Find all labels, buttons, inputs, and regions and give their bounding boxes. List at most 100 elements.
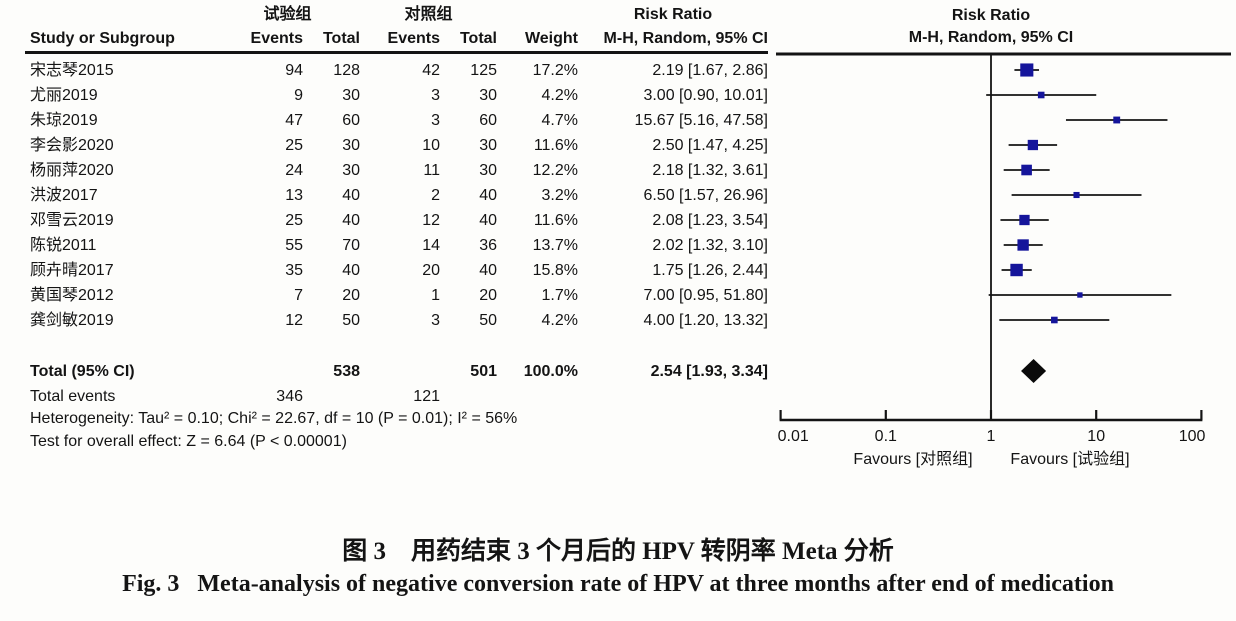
weight: 11.6% xyxy=(533,212,578,229)
events-exp: 94 xyxy=(285,62,303,79)
events-exp: 9 xyxy=(294,87,303,104)
events-ctrl: 3 xyxy=(431,87,440,104)
favours-right-label: Favours [试验组] xyxy=(1010,450,1129,468)
weight: 11.6% xyxy=(533,137,578,154)
total-label: Total (95% CI) xyxy=(30,363,135,380)
total-exp: 40 xyxy=(342,262,360,279)
weight: 4.7% xyxy=(541,112,578,129)
total-ctrl: 60 xyxy=(479,112,497,129)
events-exp: 24 xyxy=(285,162,303,179)
events-ctrl: 2 xyxy=(431,187,440,204)
total-exp: 70 xyxy=(342,237,360,254)
study-name: 陈锐2011 xyxy=(30,237,97,254)
total-weight: 100.0% xyxy=(523,363,578,380)
total-exp: 30 xyxy=(342,87,360,104)
total-ctrl-n: 501 xyxy=(470,363,497,380)
risk-ratio-header-plot: Risk Ratio xyxy=(952,7,1030,24)
study-row: 黄国琴2012 7 20 1 20 1.7% 7.00 [0.95, 51.80] xyxy=(0,283,770,308)
effect-square xyxy=(1019,214,1030,226)
events-ctrl: 20 xyxy=(422,262,440,279)
effect-square xyxy=(1020,63,1034,77)
effect-square xyxy=(1021,164,1032,176)
events-ctrl: 14 xyxy=(422,237,440,254)
group-header-row: 试验组 对照组 Risk Ratio xyxy=(0,4,800,26)
favours-left-label: Favours [对照组] xyxy=(853,450,972,468)
ci-text: 2.19 [1.67, 2.86] xyxy=(652,62,768,79)
total-ctrl: 40 xyxy=(479,212,497,229)
study-row: 尤丽2019 9 30 3 30 4.2% 3.00 [0.90, 10.01] xyxy=(0,83,770,108)
events-ctrl: 1 xyxy=(431,287,440,304)
study-name: 宋志琴2015 xyxy=(30,62,114,79)
total-ctrl: 125 xyxy=(470,62,497,79)
total-ctrl: 30 xyxy=(479,137,497,154)
study-name: 朱琼2019 xyxy=(30,112,98,129)
events-ctrl: 11 xyxy=(423,162,440,179)
total-events-row: Total events 346 121 xyxy=(0,384,800,409)
weight: 1.7% xyxy=(541,287,578,304)
effect-square xyxy=(1073,191,1080,199)
heterogeneity-text: Heterogeneity: Tau² = 0.10; Chi² = 22.67… xyxy=(30,410,518,427)
effect-square xyxy=(1017,239,1029,251)
forest-plot-canvas: Risk Ratio M-H, Random, 95% CI 0.01 0.1 1 10 1… xyxy=(776,7,1231,468)
events-exp: 25 xyxy=(285,212,303,229)
x-tick-label: 0.1 xyxy=(875,428,897,445)
x-tick-label: 0.01 xyxy=(778,428,809,445)
ci-text: 6.50 [1.57, 26.96] xyxy=(643,187,768,204)
effect-square xyxy=(1010,263,1023,277)
study-row: 朱琼2019 47 60 3 60 4.7% 15.67 [5.16, 47.58] xyxy=(0,108,770,133)
effect-square xyxy=(1113,116,1121,124)
control-group-header: 对照组 xyxy=(404,6,453,23)
total-ctrl: 20 xyxy=(479,287,497,304)
events-exp: 25 xyxy=(285,137,303,154)
total-exp-n: 538 xyxy=(333,363,360,380)
ci-text: 15.67 [5.16, 47.58] xyxy=(634,112,768,129)
events-exp: 35 xyxy=(285,262,303,279)
total-ctrl: 36 xyxy=(479,237,497,254)
weight: 12.2% xyxy=(532,162,578,179)
total-exp: 40 xyxy=(342,212,360,229)
study-row: 李会影2020 25 30 10 30 11.6% 2.50 [1.47, 4.25] xyxy=(0,133,770,158)
total-ctrl: 40 xyxy=(479,187,497,204)
column-header-row: Study or Subgroup Events Total Events To… xyxy=(0,28,800,50)
ci-text: 2.18 [1.32, 3.61] xyxy=(652,162,768,179)
weight: 4.2% xyxy=(541,87,578,104)
study-name: 尤丽2019 xyxy=(30,87,98,104)
header-underline xyxy=(25,51,768,54)
weight: 13.7% xyxy=(532,237,578,254)
ci-text: 3.00 [0.90, 10.01] xyxy=(643,87,768,104)
total-exp: 50 xyxy=(342,312,360,329)
col-weight: Weight xyxy=(524,30,578,47)
total-ci: 2.54 [1.93, 3.34] xyxy=(650,363,768,380)
study-name: 顾卉晴2017 xyxy=(30,262,114,279)
method-header-plot: M-H, Random, 95% CI xyxy=(909,29,1073,46)
col-total-ctrl: Total xyxy=(459,30,497,47)
study-name: 洪波2017 xyxy=(30,187,98,204)
total-exp: 30 xyxy=(342,162,360,179)
events-ctrl: 3 xyxy=(431,312,440,329)
weight: 3.2% xyxy=(541,187,578,204)
total-diamond xyxy=(1021,359,1047,383)
ci-text: 1.75 [1.26, 2.44] xyxy=(652,262,768,279)
overall-effect-text: Test for overall effect: Z = 6.64 (P < 0… xyxy=(30,433,347,450)
weight: 4.2% xyxy=(541,312,578,329)
total-row: Total (95% CI) 538 501 100.0% 2.54 [1.93… xyxy=(0,359,800,384)
ci-text: 2.50 [1.47, 4.25] xyxy=(652,137,768,154)
figure-caption-english: Fig. 3 Meta-analysis of negative convers… xyxy=(122,571,1114,597)
effect-square xyxy=(1027,139,1039,151)
ci-text: 2.02 [1.32, 3.10] xyxy=(652,237,768,254)
ci-text: 2.08 [1.23, 3.54] xyxy=(652,212,768,229)
events-ctrl: 10 xyxy=(422,137,440,154)
study-name: 杨丽萍2020 xyxy=(30,162,114,179)
col-events-exp: Events xyxy=(250,30,303,47)
study-rows: 宋志琴2015 94 128 42 125 17.2% 2.19 [1.67, 2.86] 尤… xyxy=(0,58,770,333)
col-study-or-subgroup: Study or Subgroup xyxy=(30,30,175,47)
study-row: 陈锐2011 55 70 14 36 13.7% 2.02 [1.32, 3.10] xyxy=(0,233,770,258)
experimental-group-header: 试验组 xyxy=(263,6,312,23)
total-exp: 20 xyxy=(342,287,360,304)
total-exp: 40 xyxy=(342,187,360,204)
risk-ratio-header-left: Risk Ratio xyxy=(633,6,713,23)
events-ctrl: 12 xyxy=(422,212,440,229)
weight: 17.2% xyxy=(532,62,578,79)
x-tick-label: 100 xyxy=(1179,428,1206,445)
